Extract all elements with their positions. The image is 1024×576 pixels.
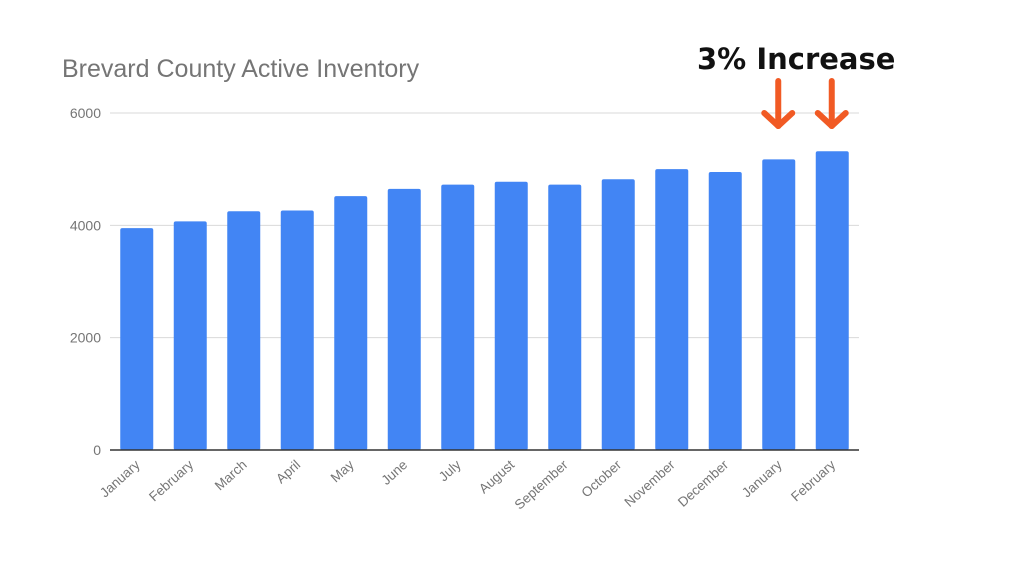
bar <box>708 171 742 450</box>
increase-annotation: 3% Increase <box>697 42 896 76</box>
down-arrow-icon <box>761 78 796 129</box>
x-tick-label: January <box>739 457 785 500</box>
x-tick-label: May <box>328 457 357 485</box>
bars <box>120 151 849 451</box>
x-tick-label: February <box>788 457 838 504</box>
y-tick-label: 0 <box>93 442 101 458</box>
chart-title: Brevard County Active Inventory <box>62 55 420 83</box>
bar <box>227 211 261 450</box>
bar <box>387 188 421 450</box>
x-tick-label: June <box>378 457 410 488</box>
x-axis-ticks: January February March April May June July Augu… <box>97 457 838 513</box>
bar <box>120 228 154 450</box>
x-tick-label: February <box>146 457 196 504</box>
gridlines <box>110 112 859 339</box>
y-tick-label: 4000 <box>70 217 101 233</box>
x-tick-label: August <box>476 457 517 496</box>
bar <box>280 210 314 450</box>
x-tick-label: July <box>436 457 464 484</box>
x-tick-label: March <box>212 457 250 493</box>
y-tick-label: 6000 <box>70 105 101 121</box>
bar <box>441 184 475 451</box>
y-tick-label: 2000 <box>70 330 101 346</box>
x-tick-label: October <box>579 457 625 501</box>
x-tick-label: April <box>273 457 303 486</box>
bar <box>548 184 582 451</box>
bar <box>173 221 207 450</box>
y-axis-ticks: 0 2000 4000 6000 <box>70 105 101 458</box>
down-arrow-icon <box>814 78 849 129</box>
bar <box>655 169 689 450</box>
bar <box>494 181 528 450</box>
bar <box>762 159 796 450</box>
x-tick-label: January <box>97 457 143 500</box>
x-tick-label: September <box>512 457 571 513</box>
bar <box>334 196 368 450</box>
bar <box>815 151 849 450</box>
x-tick-label: December <box>675 457 732 510</box>
annotation-arrows <box>761 78 849 129</box>
bar <box>601 179 635 450</box>
x-tick-label: November <box>621 457 678 510</box>
